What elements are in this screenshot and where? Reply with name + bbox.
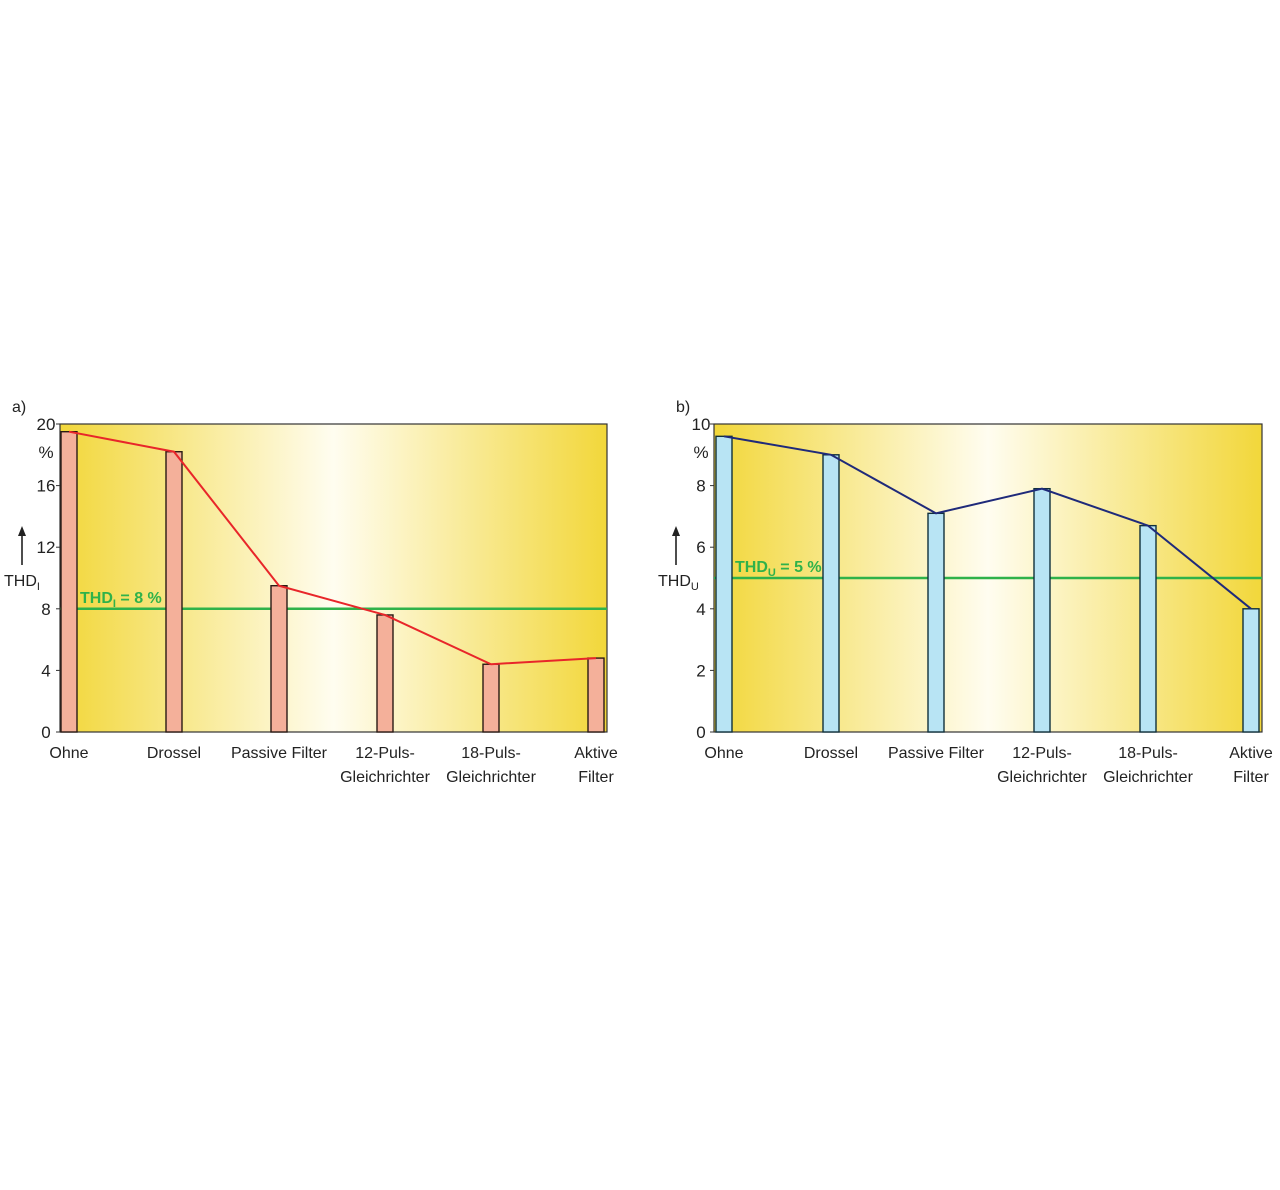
series-line [723, 435, 1252, 610]
bar [376, 614, 394, 733]
bar [270, 585, 288, 733]
y-axis-label: THDI [4, 573, 40, 593]
bar [1139, 524, 1157, 733]
x-category-label: Gleichrichter [340, 769, 430, 786]
x-category-label: Passive Filter [888, 745, 985, 762]
x-category-label: Passive Filter [231, 745, 328, 762]
bar [927, 512, 945, 733]
y-tick-label: 0 [696, 723, 705, 742]
x-category-label: Gleichrichter [1103, 769, 1193, 786]
bar [715, 435, 733, 733]
y-tick-label: 0 [41, 723, 50, 742]
series-line [68, 430, 597, 666]
x-category-label: 18-Puls- [1118, 745, 1178, 762]
y-axis-label: THDU [658, 573, 699, 593]
chart-panel-a: a) 0 4 8 12 16 20% THDI THDI = 8 % Ohne Drossel Pas… [4, 399, 618, 786]
x-category-label: Drossel [147, 745, 201, 762]
y-axis-arrow-head [672, 526, 680, 536]
y-tick-label: 4 [41, 661, 50, 680]
plot-frame [59, 423, 608, 733]
y-tick-label: 4 [696, 600, 705, 619]
y-tick-label: 12 [37, 538, 56, 557]
x-category-label: Aktive [1229, 745, 1273, 762]
y-tick-label: 2 [696, 661, 705, 680]
y-tick-label: 6 [696, 538, 705, 557]
chart-panel-b: b) 0 2 4 6 8 10% THDU THDU = 5 % Ohne Drossel Passi… [658, 399, 1273, 786]
bar [1033, 487, 1051, 733]
bar [482, 663, 500, 733]
y-tick-label: 20 [37, 415, 56, 434]
x-category-label: Drossel [804, 745, 858, 762]
x-category-label: Gleichrichter [997, 769, 1087, 786]
x-category-label: Ohne [704, 745, 743, 762]
x-category-label: Gleichrichter [446, 769, 536, 786]
bar [165, 451, 183, 733]
x-category-label: Aktive [574, 745, 618, 762]
threshold-label: THDI = 8 % [80, 590, 162, 610]
bar [822, 454, 840, 733]
x-category-label: 12-Puls- [1012, 745, 1072, 762]
panel-label: a) [12, 399, 26, 416]
y-unit-label: % [38, 443, 53, 462]
y-tick-label: 16 [37, 477, 56, 496]
y-tick-label: 10 [692, 415, 711, 434]
x-category-label: Filter [1233, 769, 1269, 786]
panel-label: b) [676, 399, 690, 416]
plot-area [60, 424, 607, 732]
y-axis-arrow-head [18, 526, 26, 536]
y-tick-label: 8 [41, 600, 50, 619]
y-tick-label: 8 [696, 477, 705, 496]
y-unit-label: % [693, 443, 708, 462]
x-category-label: Ohne [49, 745, 88, 762]
x-category-label: Filter [578, 769, 614, 786]
threshold-label: THDU = 5 % [735, 559, 822, 579]
bar [1242, 608, 1260, 733]
x-category-label: 18-Puls- [461, 745, 521, 762]
bar [60, 431, 78, 733]
x-category-label: 12-Puls- [355, 745, 415, 762]
bar [587, 657, 605, 733]
